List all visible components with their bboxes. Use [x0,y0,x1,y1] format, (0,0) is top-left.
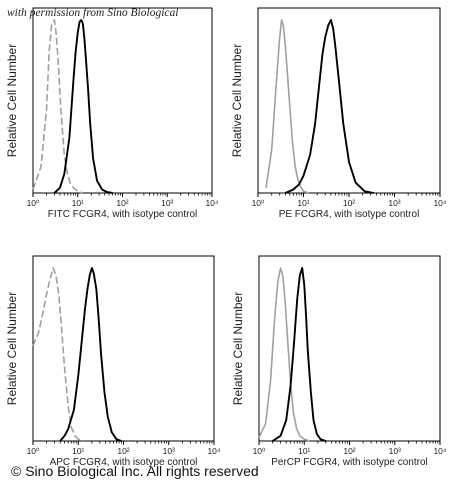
fcgr4-curve [53,19,113,194]
x-tick-label: 10¹ [297,198,309,208]
x-tick-label: 10³ [389,446,401,456]
x-tick-label: 10² [343,198,355,208]
y-axis-label: Relative Cell Number [5,292,19,405]
fcgr4-curve [272,267,327,442]
x-tick-label: 10⁰ [27,446,40,456]
histogram-panel-4: 10⁰ 10¹ 10² 10³ 10⁴ Relative Cell Number PerCP… [231,255,447,468]
x-axis-label: FITC FCGR4, with isotype control [48,209,197,220]
x-axis-label: PerCP FCGR4, with isotype control [271,457,428,468]
x-tick-label: 10³ [388,198,400,208]
x-tick-label: 10⁴ [205,198,218,208]
x-tick-label: 10⁴ [433,446,446,456]
isotype-control-curve [265,19,309,194]
y-axis-label: Relative Cell Number [230,44,244,157]
x-axis-label: APC FCGR4, with isotype control [50,457,198,468]
copyright-footer: © Sino Biological Inc. All rights reserv… [11,463,259,479]
x-tick-label: 10⁰ [253,446,266,456]
x-tick-label: 10¹ [72,198,84,208]
fcgr4-curve [285,19,374,194]
x-tick-label: 10¹ [298,446,310,456]
y-axis-label: Relative Cell Number [231,292,245,405]
x-tick-label: 10² [117,446,129,456]
plot-frame [257,7,441,194]
histogram-panel-2: 10⁰ 10¹ 10² 10³ 10⁴ Relative Cell Number PE FC… [230,7,447,220]
isotype-control-curve [32,267,84,442]
x-tick-label: 10¹ [72,446,84,456]
isotype-control-curve [258,267,310,442]
y-axis-label: Relative Cell Number [5,44,19,157]
x-tick-label: 10² [116,198,128,208]
plot-frame [32,255,215,442]
isotype-control-curve [32,19,84,194]
x-tick-label: 10⁰ [252,198,265,208]
x-tick-label: 10⁴ [207,446,220,456]
x-axis-label: PE FCGR4, with isotype control [279,209,420,220]
permission-watermark: with permission from Sino Biological [7,7,179,19]
x-tick-label: 10³ [163,446,175,456]
x-tick-label: 10² [343,446,355,456]
x-tick-label: 10³ [161,198,173,208]
x-tick-label: 10⁴ [433,198,446,208]
fcgr4-curve [59,267,122,442]
x-tick-label: 10⁰ [27,198,40,208]
histogram-panel-1: 10⁰ 10¹ 10² 10³ 10⁴ Relative Cell Number FITC … [5,7,219,220]
histogram-panel-3: 10⁰ 10¹ 10² 10³ 10⁴ Relative Cell Number APC F… [5,255,221,468]
